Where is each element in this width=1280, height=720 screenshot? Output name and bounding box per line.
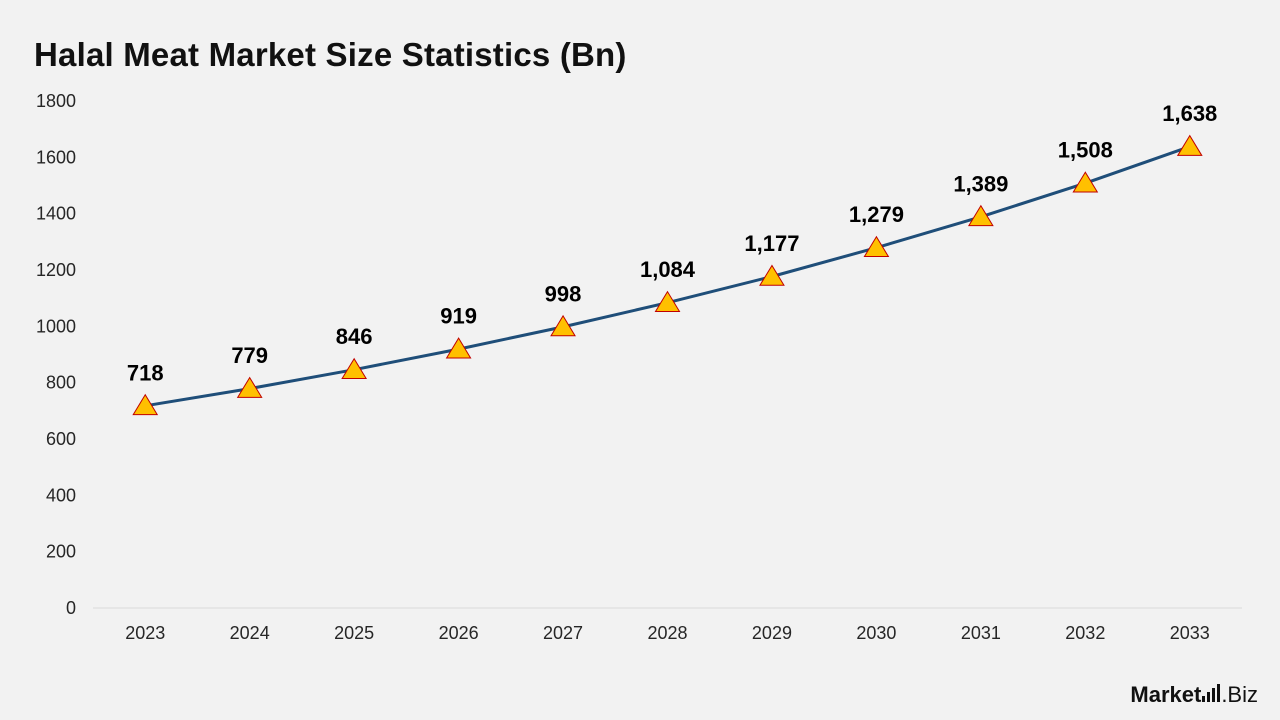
y-tick-label: 1000: [36, 316, 76, 336]
logo-main-text: Market: [1130, 682, 1202, 707]
x-tick-label: 2024: [230, 623, 270, 643]
data-point-marker: [863, 235, 890, 258]
x-tick-label: 2023: [125, 623, 165, 643]
y-tick-label: 1400: [36, 204, 76, 224]
x-tick-label: 2031: [961, 623, 1001, 643]
x-tick-label: 2028: [647, 623, 687, 643]
x-tick-label: 2032: [1065, 623, 1105, 643]
data-point-marker: [341, 357, 368, 380]
data-point-marker: [445, 337, 472, 359]
data-label: 1,279: [849, 202, 904, 227]
x-tick-label: 2025: [334, 623, 374, 643]
data-point-marker: [654, 290, 681, 312]
y-tick-label: 200: [46, 542, 76, 562]
y-tick-label: 1600: [36, 147, 76, 167]
chart-title: Halal Meat Market Size Statistics (Bn): [34, 36, 627, 73]
logo-suffix-text: .Biz: [1221, 682, 1258, 707]
y-tick-label: 0: [66, 598, 76, 618]
data-label: 1,508: [1058, 138, 1113, 163]
data-label: 1,389: [953, 171, 1008, 196]
y-tick-label: 1800: [36, 91, 76, 111]
data-point-marker: [236, 376, 263, 398]
data-label: 1,177: [744, 231, 799, 256]
data-label: 1,638: [1162, 101, 1217, 126]
logo-bars-icon: [1202, 684, 1221, 702]
x-tick-label: 2033: [1170, 623, 1210, 643]
data-label: 919: [440, 304, 477, 329]
data-point-marker: [132, 393, 159, 416]
data-point-marker: [1176, 134, 1203, 156]
data-label: 1,084: [640, 257, 696, 282]
data-point-marker: [550, 314, 576, 337]
y-tick-label: 800: [46, 373, 76, 393]
y-tick-label: 400: [46, 485, 76, 505]
market-biz-logo: Market .Biz: [1130, 682, 1258, 708]
x-tick-label: 2026: [439, 623, 479, 643]
x-tick-label: 2030: [856, 623, 896, 643]
data-label: 718: [127, 360, 164, 385]
y-tick-label: 600: [46, 429, 76, 449]
x-tick-label: 2029: [752, 623, 792, 643]
data-point-marker: [1072, 171, 1099, 193]
x-tick-label: 2027: [543, 623, 583, 643]
data-label: 998: [545, 281, 582, 306]
data-point-marker: [759, 264, 785, 286]
data-point-marker: [967, 204, 994, 227]
data-label: 846: [336, 324, 373, 349]
data-label: 779: [231, 343, 268, 368]
y-tick-label: 1200: [36, 260, 76, 280]
